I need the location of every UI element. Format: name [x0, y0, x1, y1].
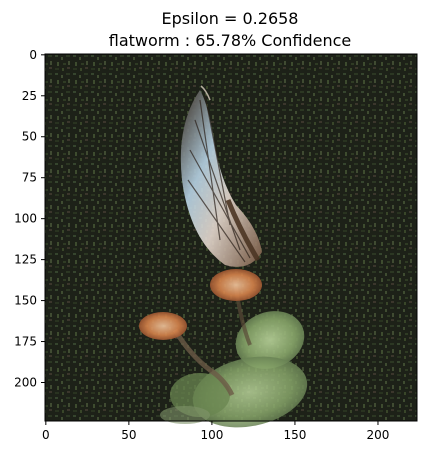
- y-tick-label-7: 175: [14, 335, 37, 349]
- chart-title-line2: flatworm : 65.78% Confidence: [109, 31, 352, 50]
- x-tick-label-0: 0: [42, 428, 50, 442]
- y-tick-label-6: 150: [14, 294, 37, 308]
- x-tick-label-3: 150: [283, 428, 306, 442]
- chart-title-line1: Epsilon = 0.2658: [162, 9, 299, 28]
- leaf-bottom: [160, 406, 210, 424]
- y-tick-label-3: 75: [22, 171, 37, 185]
- flower-left: [139, 312, 187, 340]
- y-tick-label-4: 100: [14, 212, 37, 226]
- x-tick-label-2: 100: [200, 428, 223, 442]
- y-tick-label-0: 0: [29, 48, 37, 62]
- butterfly-antenna: [200, 85, 211, 101]
- x-tick-label-1: 50: [121, 428, 136, 442]
- leaf-large: [235, 311, 305, 369]
- x-axis: 0 50 100 150 200: [42, 421, 389, 442]
- y-tick-label-1: 25: [22, 89, 37, 103]
- image-frame: [44, 53, 418, 422]
- x-tick-label-4: 200: [367, 428, 390, 442]
- y-tick-label-5: 125: [14, 253, 37, 267]
- stem: [172, 328, 235, 397]
- flower-upper: [210, 269, 262, 301]
- butterfly-wing-veins: [187, 94, 251, 263]
- butterfly-body: [225, 199, 261, 262]
- y-tick-label-2: 50: [22, 130, 37, 144]
- image-panel: [44, 53, 418, 428]
- y-axis: 0 25 50 75 100 125 150 175 200: [14, 48, 45, 389]
- y-tick-label-8: 200: [14, 375, 37, 389]
